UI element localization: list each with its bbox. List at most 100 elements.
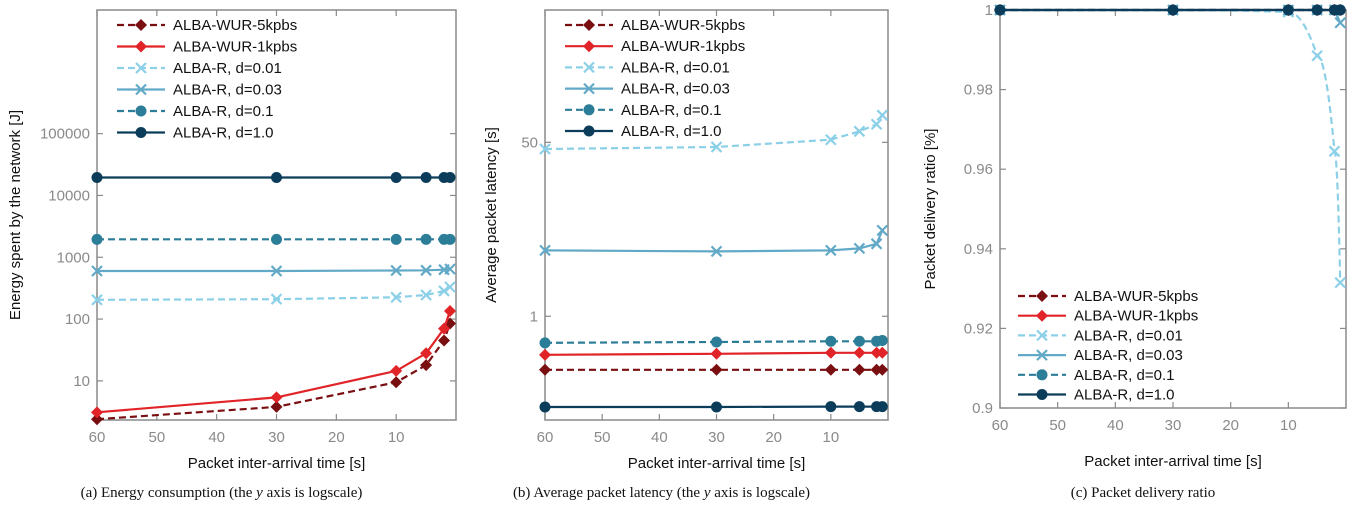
legend-marker — [135, 105, 147, 117]
legend-marker — [135, 19, 147, 31]
legend-label: ALBA-R, d=0.03 — [621, 81, 730, 98]
data-point — [390, 172, 402, 184]
data-point — [876, 109, 889, 121]
series-line — [96, 323, 452, 421]
x-axis-label: Packet inter-arrival time [s] — [188, 455, 366, 472]
data-point — [711, 401, 722, 413]
data-point — [438, 285, 450, 297]
data-point — [876, 346, 889, 359]
x-tick-label: 30 — [1165, 417, 1182, 434]
legend-item: ALBA-R, d=0.01 — [1018, 327, 1183, 344]
data-point — [876, 363, 889, 376]
x-tick-label: 30 — [708, 429, 725, 446]
data-point — [710, 245, 723, 258]
data-point — [1328, 145, 1341, 158]
data-point — [1167, 4, 1179, 16]
legend-marker — [1036, 290, 1048, 302]
data-point — [825, 335, 837, 347]
data-point — [853, 363, 866, 376]
data-point — [438, 334, 451, 347]
x-tick-label: 30 — [268, 429, 285, 446]
data-point — [420, 359, 433, 372]
legend-marker — [583, 82, 595, 95]
legend-marker — [1036, 349, 1048, 361]
x-tick-label: 20 — [765, 429, 782, 446]
data-point — [270, 400, 283, 413]
legend: ALBA-WUR-5kpbs ALBA-WUR-1kpbs ALBA-R, d=0.… — [1018, 288, 1198, 404]
x-axis-label: Packet inter-arrival time [s] — [628, 455, 806, 472]
data-point — [825, 401, 837, 413]
data-point — [91, 233, 103, 245]
data-point — [710, 141, 723, 153]
data-point — [539, 244, 551, 257]
legend-item: ALBA-R, d=0.1 — [565, 102, 721, 119]
y-tick-label: 0.98 — [964, 82, 993, 99]
legend-marker — [583, 61, 595, 74]
data-point — [853, 335, 865, 347]
legend-label: ALBA-WUR-1kpbs — [1074, 308, 1198, 325]
y-axis-label: Average packet latency [s] — [483, 127, 500, 303]
data-point — [390, 291, 402, 304]
y-tick-label: 0.9 — [972, 400, 993, 417]
x-tick-label: 20 — [1222, 417, 1239, 434]
data-point — [420, 289, 432, 301]
legend-item: ALBA-R, d=1.0 — [117, 125, 273, 142]
y-tick-label: 10 — [73, 373, 90, 390]
x-tick-label: 50 — [148, 429, 165, 446]
data-point — [270, 391, 283, 404]
data-point — [91, 406, 103, 419]
x-tick-label: 60 — [89, 429, 106, 446]
legend-label: ALBA-R, d=0.03 — [1074, 347, 1183, 364]
data-point — [853, 242, 866, 255]
x-tick-label: 10 — [1280, 417, 1297, 434]
legend-label: ALBA-R, d=0.1 — [173, 103, 273, 120]
legend-label: ALBA-R, d=0.03 — [173, 82, 282, 99]
series-6 — [994, 4, 1346, 16]
x-axis-label: Packet inter-arrival time [s] — [1084, 453, 1262, 470]
data-point — [870, 118, 883, 131]
x-tick-label: 40 — [651, 429, 668, 446]
legend-marker — [583, 104, 595, 116]
data-point — [444, 281, 456, 293]
legend-label: ALBA-R, d=0.01 — [621, 59, 730, 76]
chart-panel-1: 60 50 40 30 20 10 10 100 1000 10000 100000 Packet i… — [7, 9, 457, 501]
legend-label: ALBA-WUR-1kpbs — [173, 39, 297, 56]
figure-caption: (b) Average packet latency (the y axis i… — [513, 485, 810, 501]
data-point — [853, 346, 866, 359]
series-5 — [91, 233, 456, 245]
series-line — [1000, 8, 1342, 283]
y-tick-label: 100 — [65, 311, 90, 328]
data-point — [870, 238, 883, 250]
x-tick-label: 20 — [328, 429, 345, 446]
data-point — [825, 133, 837, 146]
data-point — [876, 224, 889, 237]
series-3 — [994, 4, 1347, 289]
data-point — [390, 376, 403, 389]
y-tick-label: 50 — [521, 134, 538, 151]
data-point — [270, 293, 283, 305]
data-point — [876, 401, 888, 413]
legend-item: ALBA-WUR-5kpbs — [117, 17, 297, 34]
y-axis-label: Energy spent by the network [J] — [7, 110, 24, 320]
legend-marker — [1036, 369, 1048, 381]
data-point — [1282, 4, 1294, 16]
series-5 — [539, 334, 888, 349]
y-axis-label: Packet delivery ratio [%] — [922, 129, 939, 290]
y-tick-label: 0.94 — [964, 241, 993, 258]
data-point — [444, 233, 456, 245]
legend-label: ALBA-R, d=1.0 — [1074, 387, 1174, 404]
legend-item: ALBA-WUR-5kpbs — [565, 17, 745, 34]
data-point — [853, 125, 866, 138]
data-point — [539, 363, 551, 376]
y-tick-label: 1 — [985, 2, 993, 19]
chart-panel-3: 60 50 40 30 20 10 0.9 0.92 0.94 0.96 0.98 1 Packet i… — [922, 2, 1347, 501]
legend-item: ALBA-WUR-5kpbs — [1018, 288, 1198, 305]
x-tick-label: 10 — [388, 429, 405, 446]
data-point — [824, 363, 837, 376]
data-point — [444, 172, 456, 184]
data-point — [390, 364, 403, 377]
legend-marker — [135, 127, 147, 138]
data-point — [539, 401, 551, 413]
y-tick-label: 0.96 — [964, 161, 993, 178]
